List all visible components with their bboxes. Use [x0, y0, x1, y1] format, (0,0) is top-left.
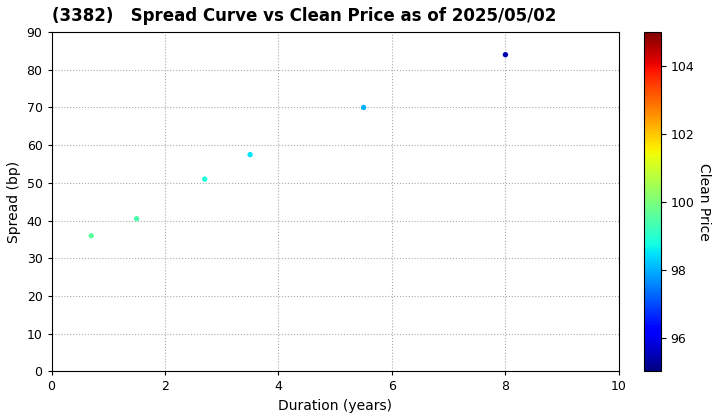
Point: [199, 176, 210, 183]
Text: (3382)   Spread Curve vs Clean Price as of 2025/05/02: (3382) Spread Curve vs Clean Price as of…: [52, 7, 556, 25]
Point: [358, 104, 369, 111]
Point: [131, 215, 143, 222]
Y-axis label: Spread (bp): Spread (bp): [7, 161, 21, 243]
Y-axis label: Clean Price: Clean Price: [697, 163, 711, 241]
X-axis label: Duration (years): Duration (years): [278, 399, 392, 413]
Point: [86, 232, 97, 239]
Point: [244, 151, 256, 158]
Point: [500, 51, 511, 58]
